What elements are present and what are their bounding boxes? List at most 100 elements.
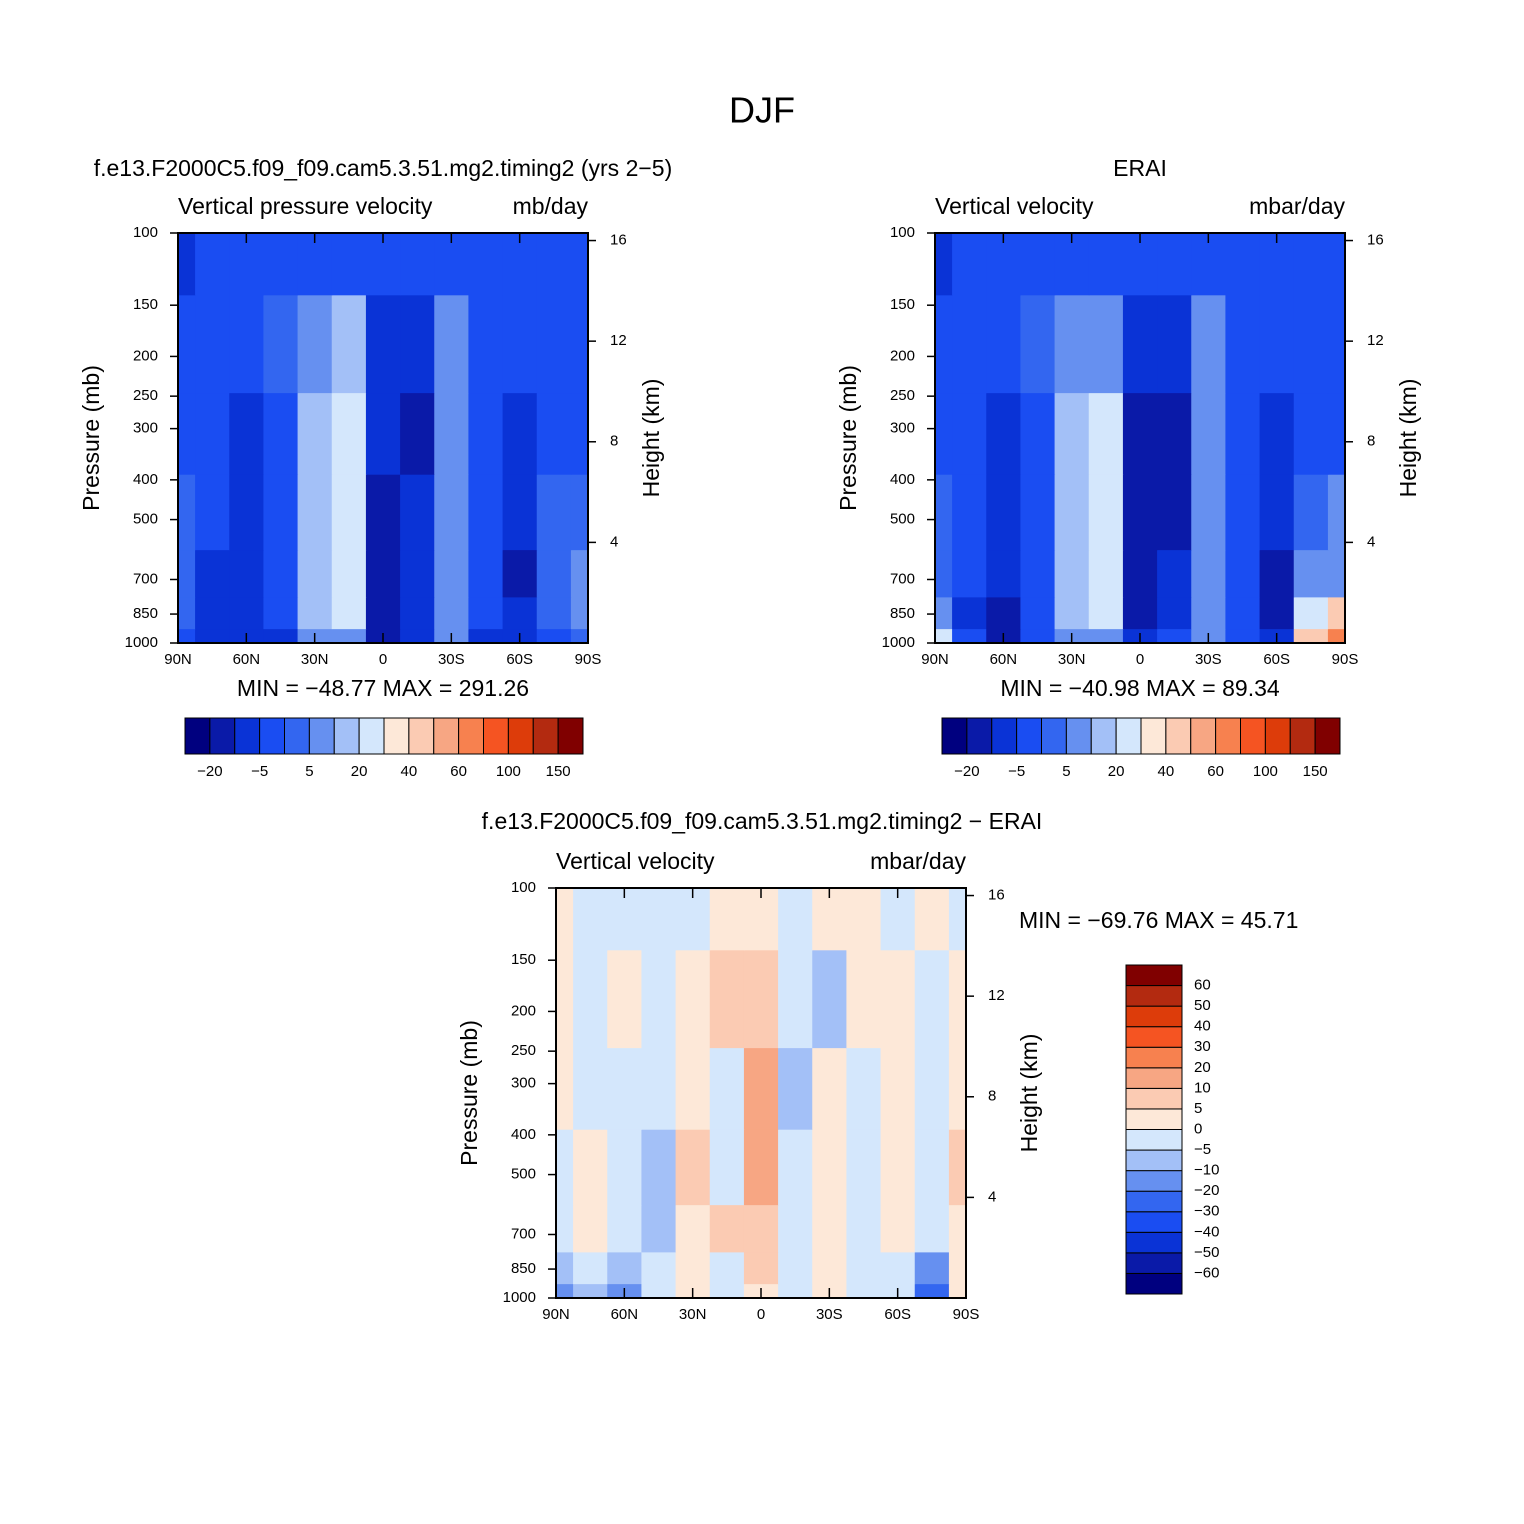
colorbar-label: 50	[1194, 997, 1211, 1014]
field-cell	[556, 1283, 574, 1299]
field-cell	[331, 628, 367, 644]
field-cell	[1293, 596, 1329, 630]
colorbar-box	[1065, 717, 1092, 755]
colorbar-box	[966, 717, 993, 755]
colorbar-box	[1125, 1005, 1183, 1028]
colorbar-box	[1090, 717, 1117, 755]
field-cell	[1157, 549, 1192, 598]
field-cell	[952, 549, 987, 598]
field-cell	[880, 888, 916, 951]
field-cell	[641, 1129, 677, 1206]
y-tick-label: 400	[133, 471, 158, 488]
field-cell	[675, 1251, 711, 1285]
field-cell	[935, 549, 953, 598]
field-cell	[952, 596, 987, 630]
field-cell	[812, 1129, 848, 1206]
field-cell	[812, 949, 848, 1049]
field-cell	[812, 1251, 848, 1285]
field-cell	[709, 1129, 745, 1206]
y-tick-label: 850	[511, 1260, 536, 1277]
field-cell	[570, 233, 589, 296]
field-cell	[948, 1129, 967, 1206]
field-cell	[1020, 294, 1056, 394]
field-cell	[935, 392, 953, 475]
colorbar-label: 5	[305, 763, 313, 780]
field-cell	[743, 949, 779, 1049]
field-cell	[846, 1204, 882, 1253]
field-cell	[1122, 474, 1158, 551]
field-cell	[400, 596, 435, 630]
field-cell	[607, 949, 643, 1049]
y2-tick-label: 16	[1367, 232, 1384, 249]
field-cell	[952, 294, 987, 394]
colorbar-box	[1125, 1026, 1183, 1048]
field-cell	[1327, 549, 1346, 598]
field-cell	[229, 596, 265, 630]
colorbar-box	[1125, 1067, 1183, 1089]
colorbar-box	[1041, 717, 1067, 755]
field-cell	[178, 596, 196, 630]
colorbar-box	[1125, 1046, 1183, 1069]
field-cell	[1327, 392, 1346, 475]
field-cell	[365, 474, 401, 551]
colorbar-box	[532, 717, 559, 755]
field-cell	[400, 549, 435, 598]
field-cell	[263, 628, 299, 644]
field-cell	[556, 949, 574, 1049]
field-cell	[434, 294, 470, 394]
field-cell	[331, 474, 367, 551]
field-cell	[914, 949, 950, 1049]
field-cell	[675, 1047, 711, 1130]
field-cell	[195, 596, 230, 630]
field-cell	[914, 888, 950, 951]
field-cell	[434, 474, 470, 551]
colorbar-box	[1115, 717, 1142, 755]
field-cell	[778, 1129, 813, 1206]
field-cell	[607, 1204, 643, 1253]
field-cell	[846, 1047, 882, 1130]
field-cell	[1191, 392, 1227, 475]
field-cell	[1191, 549, 1227, 598]
colorbar-box	[1264, 717, 1291, 755]
field-cell	[1122, 549, 1158, 598]
field-cell	[331, 294, 367, 394]
colorbar-label: 20	[1194, 1059, 1211, 1076]
field-cell	[1225, 628, 1261, 644]
y-tick-label: 200	[890, 347, 915, 364]
field-cell	[536, 596, 572, 630]
field-cell	[846, 1251, 882, 1285]
y-tick-label: 700	[511, 1225, 536, 1242]
y-tick-label: 400	[511, 1126, 536, 1143]
colorbar-box	[1125, 1211, 1183, 1233]
field-cell	[468, 596, 504, 630]
x-tick-label: 60N	[990, 651, 1018, 668]
field-cell	[178, 392, 196, 475]
field-cell	[365, 294, 401, 394]
field-cell	[1259, 233, 1295, 296]
field-cell	[935, 233, 953, 296]
field-cell	[1293, 628, 1329, 644]
colorbar-box	[1289, 717, 1316, 755]
colorbar-box	[1125, 1272, 1183, 1295]
y-tick-label: 200	[511, 1002, 536, 1019]
field-cell	[948, 949, 967, 1049]
y-tick-label: 100	[890, 224, 915, 241]
field-cell	[573, 888, 608, 951]
field-cell	[297, 474, 333, 551]
field-cell	[641, 1204, 677, 1253]
colorbar-box	[557, 717, 584, 755]
field-cell	[178, 549, 196, 598]
units: mbar/day	[1249, 193, 1345, 219]
colorbar-label: −20	[954, 763, 979, 780]
field-cell	[1088, 233, 1124, 296]
field-cell	[846, 1283, 882, 1299]
y-tick-label: 300	[890, 420, 915, 437]
field-cell	[297, 549, 333, 598]
field-cell	[1293, 474, 1329, 551]
field-cell	[1327, 596, 1346, 630]
figure-title: DJF	[729, 90, 795, 131]
field-cell	[536, 628, 572, 644]
field-cell	[502, 392, 538, 475]
